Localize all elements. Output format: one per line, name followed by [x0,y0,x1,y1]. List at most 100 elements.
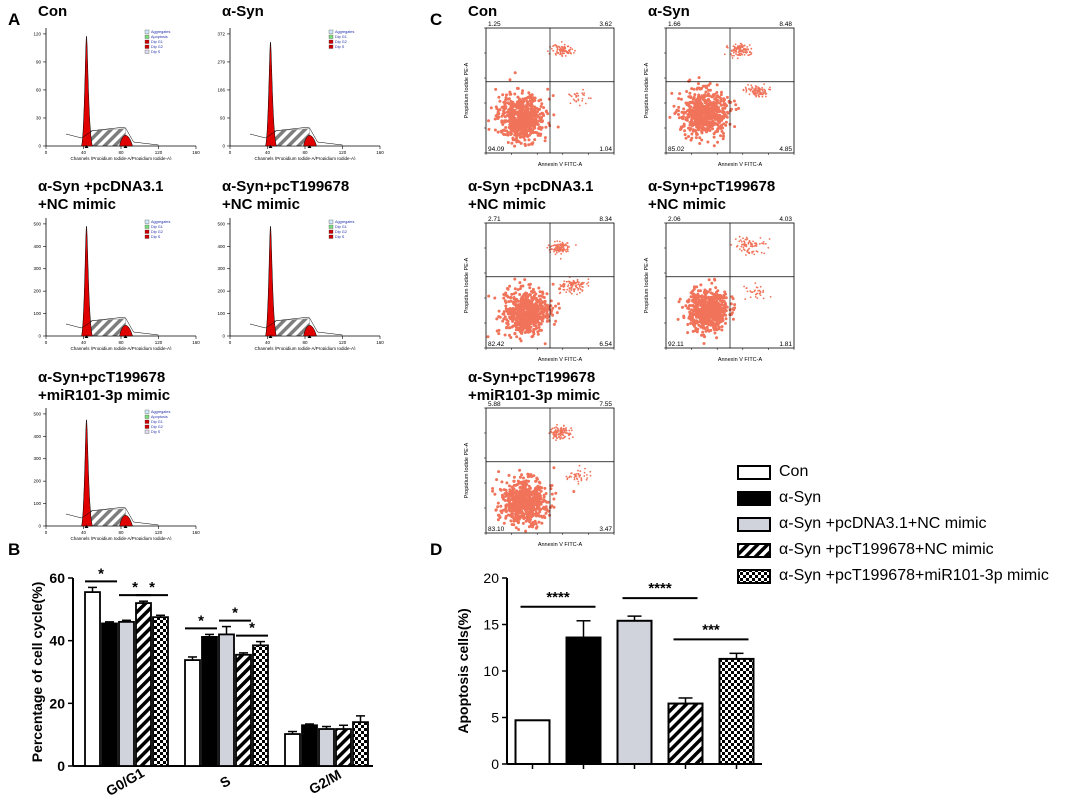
flow-dot [762,91,764,93]
flow-dot [741,243,743,246]
flow-dot [531,287,535,291]
flow-dot [508,78,512,82]
flow-dot [518,97,521,101]
quadrant-ll-value: 94.09 [488,146,505,153]
flow-dot [522,512,526,516]
bar-g0-g1-2 [118,620,135,767]
hist-legend-swatch [144,229,150,234]
flow-dot [517,99,521,103]
flow-dot [744,298,747,300]
bar-g2-m-2 [318,728,335,767]
flow-dot [702,110,706,114]
flow-dot [703,98,707,102]
y-tick-label: 5 [491,710,499,726]
flow-dot [740,245,743,248]
flow-dot [567,280,570,283]
flow-dot [569,281,572,284]
bar-g0-g1-0 [84,591,101,767]
flow-dot [502,293,506,296]
hist-legend-swatch [144,419,150,424]
flow-dot [519,323,523,327]
flow-dot [522,134,526,138]
dip-g1-peak [81,419,93,527]
flow-dot [754,94,756,96]
quadrant-ur-value: 7.55 [599,401,612,408]
flow-dot [758,90,761,93]
flow-dot [748,54,751,56]
y-tick-label: 100 [217,311,225,316]
hist-legend-swatch [144,429,150,434]
flow-dot [715,293,719,297]
flow-dot [746,238,749,240]
flow-dot [516,320,519,324]
flow-dot [526,506,529,510]
flow-x-axis-label: Annexin V FITC-A [538,542,583,548]
flow-dot-cluster-lr [742,83,772,98]
peak-marker [84,525,89,528]
flow-dot [697,323,701,327]
flow-plot-pcdna-nc: 2.71 8.34 82.42 6.54 Annexin V FITC-A Propidi… [464,216,615,363]
flow-dot [676,317,680,321]
flow-dot [745,89,748,92]
flow-dot [584,467,586,470]
flow-dot [536,507,540,511]
flow-dot [698,142,702,145]
flow-dot [562,247,565,250]
flow-dot [556,251,558,254]
x-tick-label: 0 [45,530,48,535]
flow-dot-cluster-lr [558,276,590,296]
flow-dot [495,478,499,482]
flow-dot-cluster-ll [487,71,560,148]
y-tick-label: 500 [217,221,225,226]
flow-dot [740,45,742,47]
flow-dot [532,328,536,332]
flow-dot [761,242,764,245]
flow-dot [567,284,570,286]
flow-dot [522,304,526,308]
legend-label: α-Syn +pcT199678+NC mimic [779,541,994,558]
dip-g1-peak [81,36,93,147]
flow-dot [760,92,763,95]
flow-dot [527,484,531,488]
flow-dot [534,479,538,483]
flow-dot [681,305,684,309]
flow-dot [579,470,582,473]
y-tick-label: 400 [33,244,41,249]
flow-dot [521,116,525,120]
flow-dot [556,52,558,54]
bar-g2-m-4 [352,721,369,767]
flow-dot [712,135,716,139]
panel-letter-c: C [430,10,443,29]
flow-dot [537,119,541,123]
y-tick-label: 400 [33,434,41,439]
flow-dot [523,118,527,122]
flow-dot [684,304,688,308]
flow-dot [762,93,764,96]
flow-dot [577,287,580,290]
flow-dot [506,287,510,291]
flow-dot [755,250,758,252]
flow-dot [718,297,722,301]
flow-dot [517,140,521,144]
flow-dot [526,106,530,110]
flow-dot [505,326,508,330]
flow-dot [518,329,522,333]
flow-dot [560,48,563,51]
flow-dot [531,496,535,500]
flow-dot [583,475,586,477]
flow-dot [573,478,576,481]
flow-dot [722,310,726,314]
flow-dot [511,136,515,140]
flow-dot [705,307,709,311]
dip-g2-peak [119,515,133,527]
flow-dot [565,280,568,283]
flow-dot [520,127,524,131]
flow-dot [563,427,565,430]
flow-dot [525,96,529,100]
flow-dot [709,305,712,309]
quadrant-ll-value: 83.10 [488,526,505,533]
flow-dot [544,511,548,515]
flow-dot [752,240,754,243]
dip-g2-peak [119,325,133,337]
flow-dot-cluster-ur [723,42,753,60]
